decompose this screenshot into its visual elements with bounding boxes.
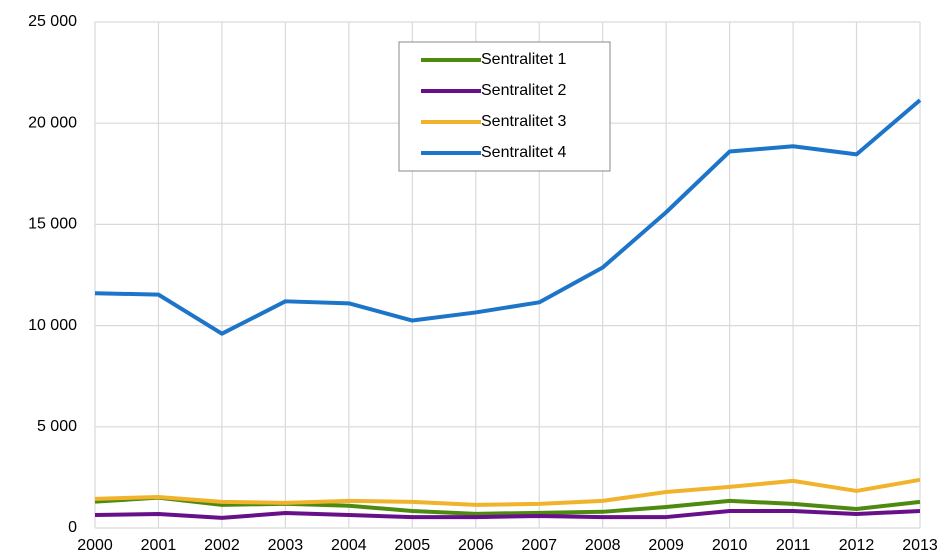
y-tick-label: 15 000 <box>28 216 77 233</box>
x-tick-label: 2012 <box>839 537 875 554</box>
legend-label: Sentralitet 2 <box>481 82 566 99</box>
y-tick-label: 0 <box>68 519 77 536</box>
y-tick-label: 20 000 <box>28 114 77 131</box>
x-tick-label: 2006 <box>458 537 494 554</box>
legend-box <box>398 41 611 172</box>
x-tick-label: 2008 <box>585 537 621 554</box>
x-tick-label: 2005 <box>395 537 431 554</box>
legend-label: Sentralitet 4 <box>481 144 566 161</box>
x-tick-label: 2001 <box>141 537 177 554</box>
y-tick-label: 5 000 <box>37 418 77 435</box>
x-tick-label: 2010 <box>712 537 748 554</box>
x-tick-label: 2009 <box>648 537 684 554</box>
x-tick-label: 2003 <box>268 537 304 554</box>
x-tick-label: 2007 <box>521 537 557 554</box>
y-tick-label: 10 000 <box>28 317 77 334</box>
x-tick-label: 2000 <box>77 537 113 554</box>
x-tick-label: 2004 <box>331 537 367 554</box>
x-tick-label: 2002 <box>204 537 240 554</box>
x-tick-label: 2011 <box>776 537 811 554</box>
y-tick-label: 25 000 <box>28 13 77 30</box>
x-tick-label: 2013 <box>902 537 938 554</box>
line <box>94 98 922 336</box>
line <box>94 495 921 516</box>
line <box>94 477 921 507</box>
legend-label: Sentralitet 1 <box>481 51 566 68</box>
line <box>94 508 921 520</box>
legend-label: Sentralitet 3 <box>481 113 566 130</box>
